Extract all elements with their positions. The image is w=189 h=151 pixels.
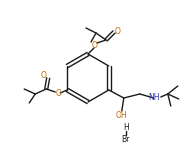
- Text: Br: Br: [122, 135, 130, 143]
- Text: O: O: [92, 40, 98, 50]
- Text: O: O: [115, 26, 121, 35]
- Text: H: H: [123, 122, 129, 132]
- Text: O: O: [40, 71, 46, 79]
- Text: OH: OH: [116, 111, 128, 119]
- Text: O: O: [55, 88, 61, 98]
- Text: NH: NH: [148, 93, 160, 103]
